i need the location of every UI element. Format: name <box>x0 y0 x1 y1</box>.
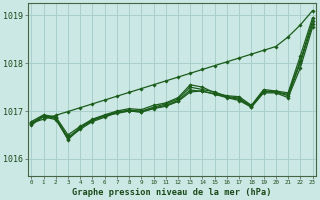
X-axis label: Graphe pression niveau de la mer (hPa): Graphe pression niveau de la mer (hPa) <box>72 188 272 197</box>
